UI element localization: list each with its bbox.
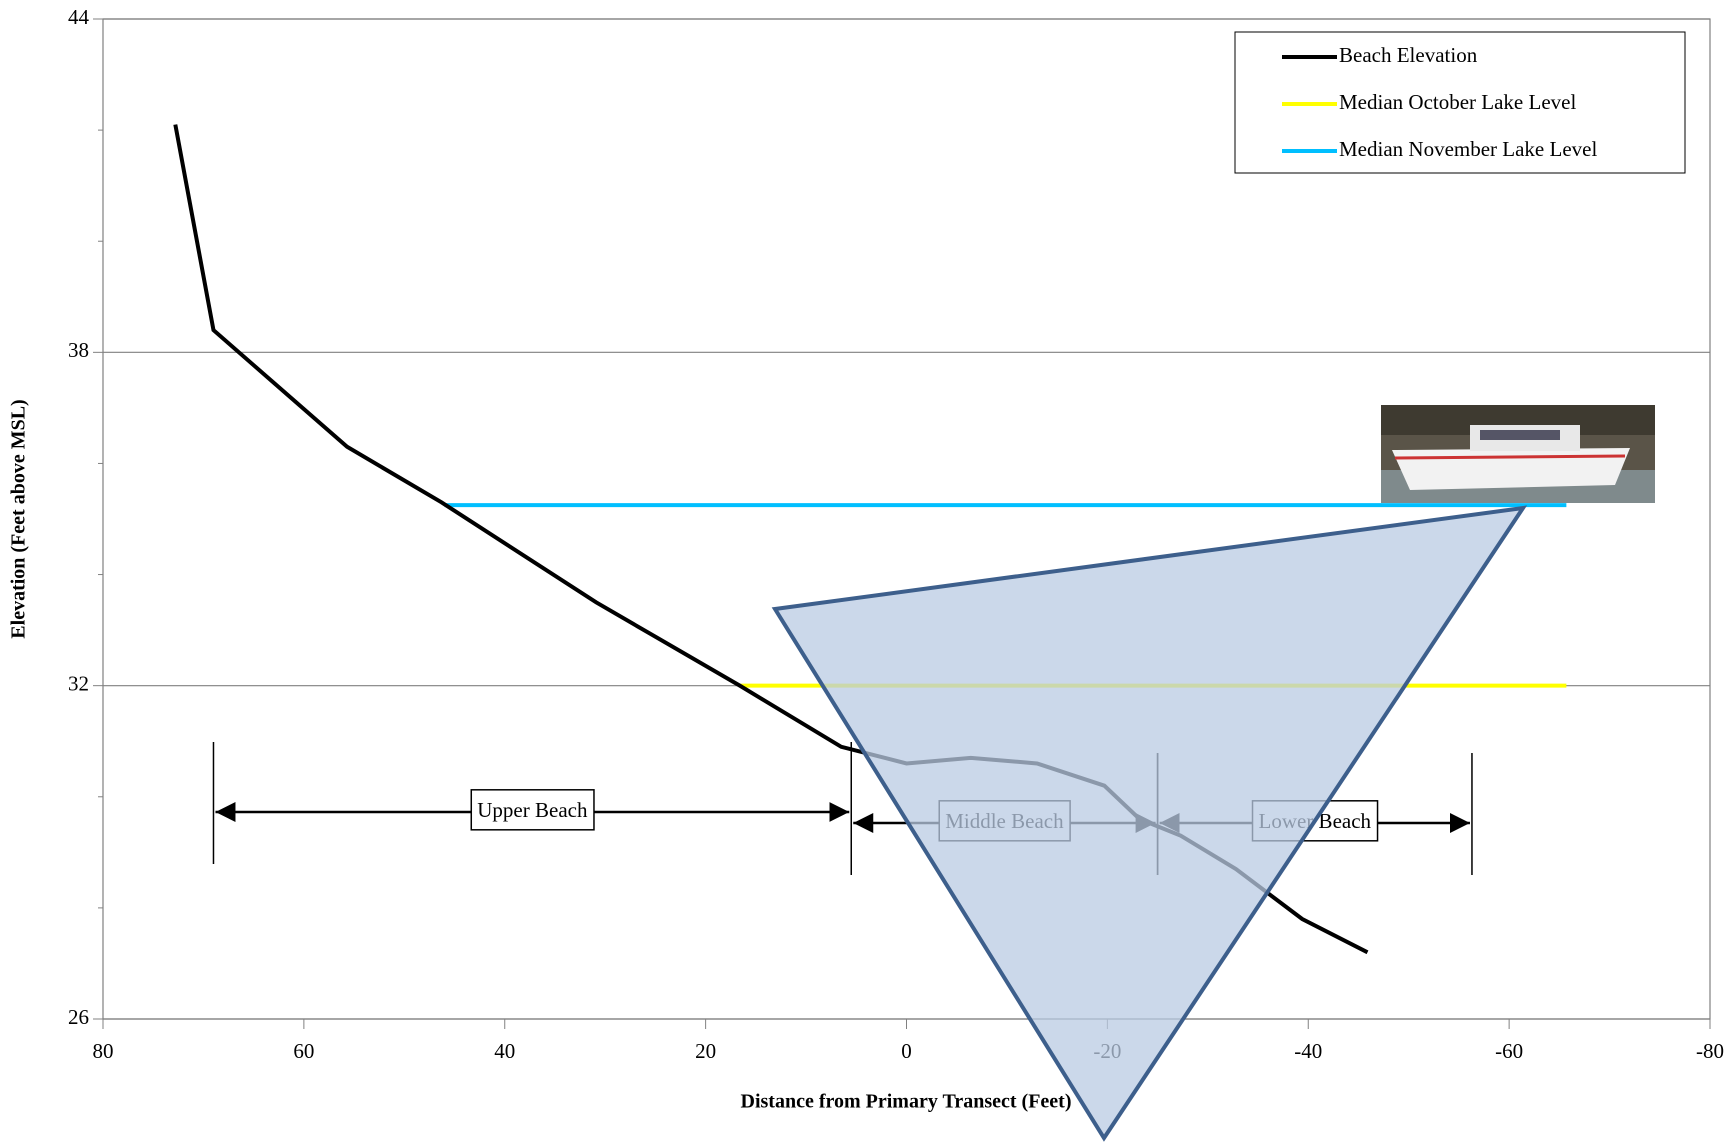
x-tick-label: 0 bbox=[901, 1039, 912, 1063]
x-tick-label: -60 bbox=[1495, 1039, 1523, 1063]
x-tick-label: 20 bbox=[695, 1039, 716, 1063]
x-tick-label: 60 bbox=[293, 1039, 314, 1063]
y-tick-label: 32 bbox=[68, 671, 89, 695]
y-tick-label: 44 bbox=[68, 5, 90, 29]
zone-label-box bbox=[470, 789, 595, 831]
legend-label: Beach Elevation bbox=[1339, 43, 1478, 67]
legend-label: Median November Lake Level bbox=[1339, 137, 1597, 161]
zone-label: Upper Beach bbox=[477, 798, 588, 822]
x-tick-label: -80 bbox=[1696, 1039, 1724, 1063]
y-tick-label: 38 bbox=[68, 338, 89, 362]
x-tick-label: -40 bbox=[1294, 1039, 1322, 1063]
y-tick-label: 26 bbox=[68, 1005, 89, 1029]
x-tick-label: 40 bbox=[494, 1039, 515, 1063]
triangle-overlay bbox=[771, 505, 1528, 1142]
y-axis-title: Elevation (Feet above MSL) bbox=[8, 399, 30, 638]
x-axis-title: Distance from Primary Transect (Feet) bbox=[741, 1091, 1072, 1113]
legend-label: Median October Lake Level bbox=[1339, 90, 1576, 114]
x-tick-label: 80 bbox=[93, 1039, 114, 1063]
boat-photo bbox=[1381, 405, 1655, 503]
